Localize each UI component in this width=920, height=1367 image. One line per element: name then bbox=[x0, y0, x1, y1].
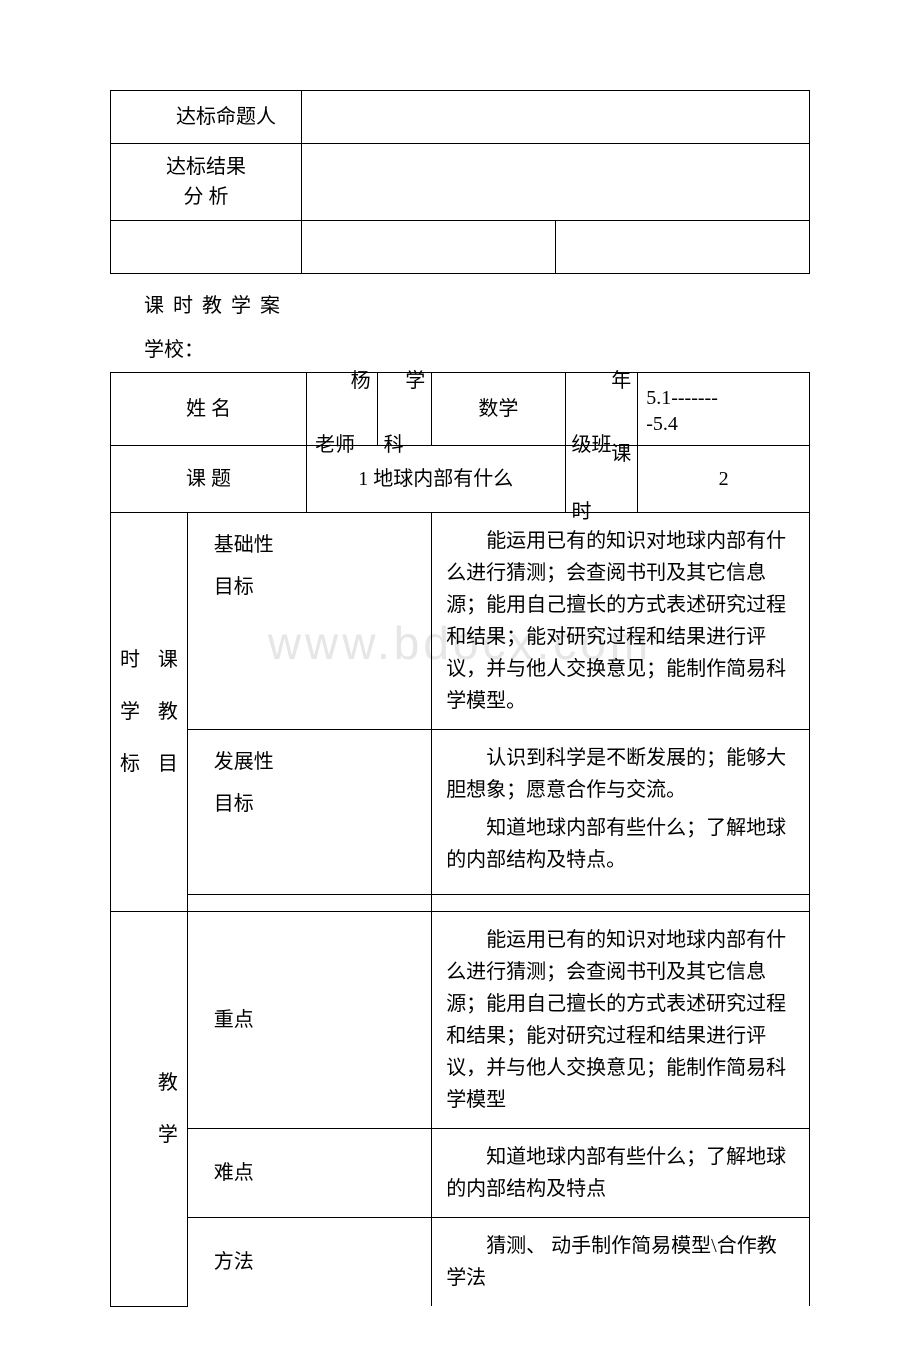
dev-goal-label: 发展性 目标 bbox=[187, 730, 431, 895]
subject-value: 数学 bbox=[432, 373, 565, 446]
method-label: 方法 bbox=[187, 1218, 431, 1307]
top-row2-label: 达标结果 分 析 bbox=[111, 144, 302, 221]
key-text: 能运用已有的知识对地球内部有什么进行猜测；会查阅书刊及其它信息源；能用自己擅长的… bbox=[432, 912, 810, 1129]
top-row2-label-l1: 达标结果 bbox=[111, 152, 301, 182]
basic-goal-label: 基础性 目标 bbox=[187, 513, 431, 730]
lesson-plan-table: 姓 名 杨 老师 学 科 数学 bbox=[110, 372, 810, 1307]
top-row3-c2 bbox=[302, 221, 556, 274]
school-label: 学校： bbox=[144, 328, 810, 372]
top-row3-c3 bbox=[556, 221, 810, 274]
diff-label: 难点 bbox=[187, 1129, 431, 1218]
key-label: 重点 bbox=[187, 912, 431, 1129]
diff-text: 知道地球内部有些什么；了解地球的内部结构及特点 bbox=[432, 1129, 810, 1218]
grade-value: 5.1------- -5.4 bbox=[638, 373, 810, 446]
method-text: 猜测、 动手制作简易模型\合作教学法 bbox=[432, 1218, 810, 1307]
top-row2-label-l2: 分 析 bbox=[111, 182, 301, 212]
top-row1-label: 达标命题人 bbox=[111, 91, 302, 144]
gap-cell-value bbox=[432, 895, 810, 912]
lesson-plan-title: 课 时 教 学 案 bbox=[144, 284, 810, 328]
name-label: 姓 名 bbox=[111, 373, 307, 446]
goal-left-inner: 课 教 目 bbox=[149, 513, 187, 912]
top-row2-value bbox=[302, 144, 810, 221]
teach-left-outer bbox=[111, 912, 149, 1307]
top-row1-value bbox=[302, 91, 810, 144]
gap-cell-label bbox=[187, 895, 431, 912]
teach-left-inner: 教 学 bbox=[149, 912, 187, 1307]
goal-left-outer: 时 学 标 bbox=[111, 513, 149, 912]
period-value: 2 bbox=[638, 446, 810, 513]
top-summary-table: 达标命题人 达标结果 分 析 bbox=[110, 90, 810, 274]
topic-label: 课 题 bbox=[111, 446, 307, 513]
dev-goal-text: 认识到科学是不断发展的；能够大胆想象；愿意合作与交流。 知道地球内部有些什么；了… bbox=[432, 730, 810, 895]
basic-goal-text: 能运用已有的知识对地球内部有什么进行猜测；会查阅书刊及其它信息源；能用自己擅长的… bbox=[432, 513, 810, 730]
top-row3-c1 bbox=[111, 221, 302, 274]
teacher-cell: 杨 老师 bbox=[306, 373, 377, 446]
subject-label-cell: 学 科 bbox=[377, 373, 432, 446]
